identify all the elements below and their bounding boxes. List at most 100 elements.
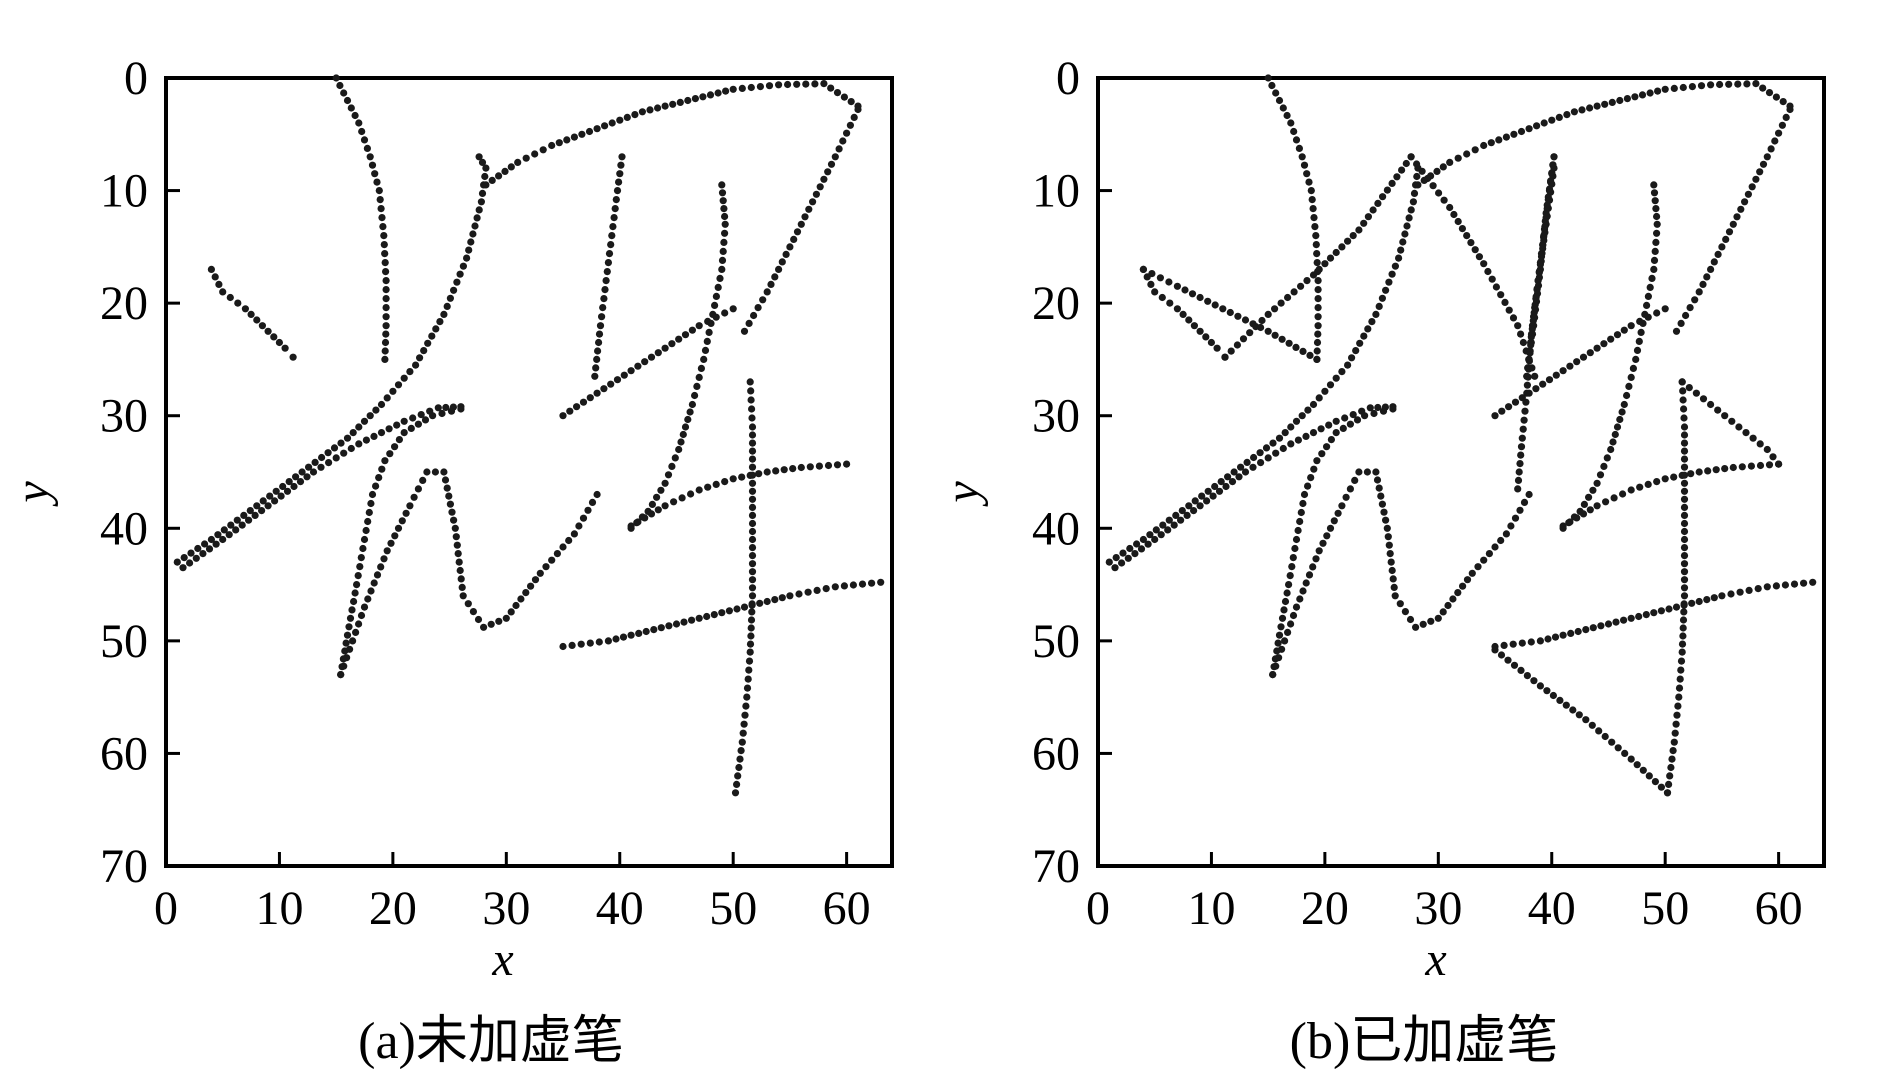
data-point [502, 614, 510, 622]
x-axis-label: x [1424, 933, 1446, 986]
data-point [453, 278, 461, 286]
data-point [1250, 453, 1258, 462]
data-point [604, 259, 613, 267]
data-point [1527, 333, 1535, 341]
data-point [1211, 301, 1219, 309]
data-point [1651, 197, 1659, 205]
data-point [565, 536, 573, 545]
data-point [1252, 323, 1260, 331]
data-point [847, 98, 855, 106]
data-point [1680, 495, 1689, 503]
data-point [1601, 732, 1609, 741]
data-point [1332, 417, 1340, 425]
data-point [1562, 701, 1570, 709]
data-point [729, 475, 737, 483]
data-point [748, 439, 757, 447]
stroke-series [1414, 80, 1794, 189]
data-point [816, 183, 824, 191]
data-point [1191, 497, 1199, 505]
data-point [1661, 305, 1669, 313]
data-point [1695, 468, 1703, 476]
data-point [1327, 436, 1335, 444]
data-point [1382, 286, 1390, 294]
data-point [1586, 104, 1594, 112]
data-point [748, 487, 757, 495]
data-point [1680, 560, 1689, 568]
data-point [1680, 447, 1689, 455]
data-point [631, 111, 639, 119]
data-point [1675, 684, 1684, 692]
data-point [765, 82, 774, 90]
data-point [1589, 624, 1597, 632]
data-point [406, 502, 414, 510]
data-point [1629, 364, 1637, 372]
data-point [378, 214, 386, 222]
data-point [1710, 258, 1718, 266]
data-point [1246, 329, 1254, 337]
data-point [1352, 347, 1360, 355]
data-point [448, 508, 456, 516]
data-point [245, 516, 253, 524]
data-point [1635, 612, 1643, 621]
data-point [1314, 277, 1322, 285]
data-point [1680, 600, 1688, 608]
data-point [380, 555, 388, 563]
data-point [1157, 531, 1165, 539]
data-point [1274, 639, 1282, 647]
data-point [360, 603, 369, 611]
data-point [740, 720, 748, 728]
data-point [812, 190, 821, 198]
data-point [1289, 554, 1297, 562]
data-point [381, 347, 389, 355]
data-point [1509, 314, 1518, 322]
data-point [1279, 444, 1287, 453]
y-tick-label: 70 [100, 840, 148, 893]
data-point [703, 337, 711, 345]
stroke-series [1269, 468, 1533, 679]
data-point [677, 438, 685, 446]
data-point [691, 95, 700, 103]
stroke-series [1514, 164, 1558, 493]
data-point [332, 454, 340, 462]
data-point [1710, 594, 1718, 602]
data-point [605, 250, 614, 258]
data-point [1405, 214, 1413, 222]
data-point [1185, 502, 1193, 510]
data-point [507, 163, 515, 171]
data-point [336, 81, 344, 90]
data-point [688, 326, 697, 334]
data-point [615, 178, 623, 186]
data-point [1306, 351, 1314, 359]
data-point [1763, 445, 1771, 454]
data-point [446, 294, 454, 302]
data-point [1156, 274, 1164, 282]
y-tick-label: 0 [124, 52, 148, 105]
data-point [1224, 473, 1232, 481]
data-point [1608, 738, 1616, 746]
data-point [748, 535, 757, 544]
data-point [1277, 299, 1285, 307]
data-point [1497, 536, 1505, 545]
data-point [469, 230, 477, 238]
data-point [1741, 198, 1749, 206]
data-point [1385, 278, 1393, 286]
data-point [1491, 543, 1499, 551]
data-point [1374, 403, 1382, 412]
data-point [355, 119, 363, 127]
data-point [351, 589, 359, 597]
data-point [1714, 406, 1722, 414]
stroke-series [179, 403, 465, 572]
data-point [1298, 153, 1306, 161]
data-point [811, 80, 819, 88]
data-point [763, 468, 771, 476]
data-point [1759, 160, 1768, 168]
data-point [688, 400, 697, 409]
data-point [1272, 89, 1280, 97]
data-point [1539, 244, 1547, 253]
data-point [1484, 267, 1492, 276]
y-tick-label: 50 [1032, 615, 1080, 668]
data-point [1338, 368, 1346, 376]
data-point [623, 113, 631, 121]
data-point [1330, 517, 1338, 525]
data-point [748, 405, 756, 413]
